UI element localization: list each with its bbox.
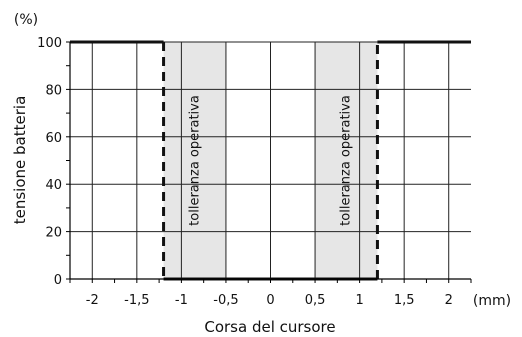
x-tick-label-3: -0,5 [213, 293, 238, 308]
x-tick-label-5: 0,5 [305, 293, 326, 308]
x-tick-label-2: -1 [175, 293, 188, 308]
y-tick-label-4: 80 [45, 83, 62, 98]
y-tick-label-0: 0 [54, 273, 62, 288]
y-axis-title: tensione batteria [11, 96, 29, 225]
y-tick-label-3: 60 [45, 131, 62, 146]
y-unit-label: (%) [14, 12, 38, 28]
y-tick-label-5: 100 [37, 36, 62, 51]
tolerance-band-label-1: tolleranza operativa [187, 95, 202, 226]
x-tick-label-1: -1,5 [124, 293, 149, 308]
band-layer: tolleranza operativa tolleranza operativa [163, 42, 378, 279]
tolerance-band-2 [315, 42, 378, 279]
axis-layer [66, 41, 472, 283]
x-tick-label-8: 2 [445, 293, 453, 308]
x-tick-label-7: 1,5 [394, 293, 415, 308]
y-tick-label-2: 40 [45, 178, 62, 193]
grid-layer [70, 41, 471, 280]
x-tick-label-6: 1 [355, 293, 363, 308]
x-tick-label-0: -2 [86, 293, 99, 308]
y-tick-label-1: 20 [45, 226, 62, 241]
x-axis-title: Corsa del cursore [204, 318, 335, 336]
x-tick-label-4: 0 [266, 293, 274, 308]
tolerance-band-label-2: tolleranza operativa [339, 95, 354, 226]
tolerance-band-1 [163, 42, 226, 279]
x-unit-label: (mm) [473, 293, 511, 309]
